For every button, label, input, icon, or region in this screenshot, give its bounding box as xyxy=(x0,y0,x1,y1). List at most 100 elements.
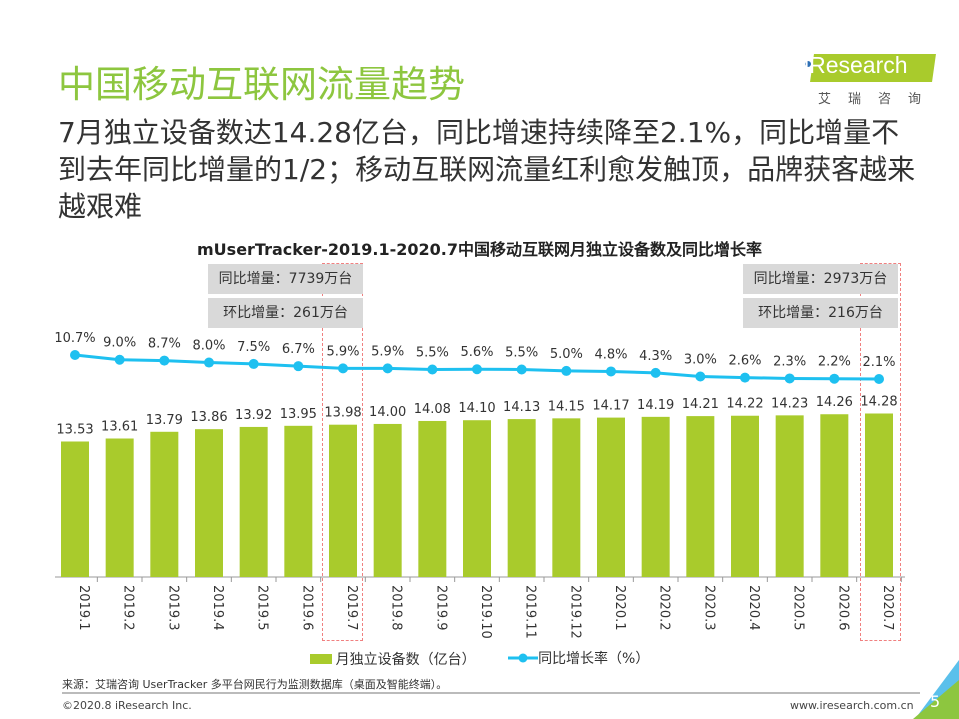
legend-label-bar: 月独立设备数（亿台） xyxy=(335,652,476,668)
bar xyxy=(284,425,313,577)
bar xyxy=(418,420,447,577)
growth-point xyxy=(561,365,572,376)
bar xyxy=(641,416,670,577)
line-value-label: 8.7% xyxy=(148,337,181,352)
bar-value-label: 14.21 xyxy=(682,397,719,412)
growth-point xyxy=(159,355,170,366)
bar-value-label: 13.79 xyxy=(146,413,183,428)
page-subtitle: 7月独立设备数达14.28亿台，同比增速持续降至2.1%，同比增量不到去年同比增… xyxy=(58,116,916,223)
corner-decoration xyxy=(913,660,959,719)
bar xyxy=(775,415,804,577)
legend-bar-swatch xyxy=(309,654,332,664)
page-title: 中国移动互联网流量趋势 xyxy=(58,63,465,106)
x-tick-label: 2019.11 xyxy=(523,585,538,639)
bar-value-label: 14.28 xyxy=(860,394,897,409)
bar xyxy=(820,414,849,577)
growth-point xyxy=(606,366,616,377)
bar-value-label: 13.86 xyxy=(190,410,227,425)
x-tick-label: 2019.7 xyxy=(344,585,359,631)
growth-point xyxy=(70,350,80,361)
x-tick-label: 2019.6 xyxy=(299,585,314,631)
growth-point xyxy=(740,372,750,383)
website-link[interactable]: www.iresearch.com.cn xyxy=(790,699,914,712)
growth-point xyxy=(248,358,259,369)
bar-value-label: 14.23 xyxy=(771,396,808,411)
line-value-label: 5.5% xyxy=(505,346,538,361)
growth-point xyxy=(472,364,482,375)
growth-point xyxy=(650,367,661,378)
legend-item-line: 同比增长率（%） xyxy=(508,648,649,668)
bar-value-label: 14.15 xyxy=(548,399,585,414)
bar xyxy=(686,416,715,577)
x-tick-label: 2020.2 xyxy=(657,585,672,631)
annotation-right-mom: 环比增量：216万台 xyxy=(743,298,898,328)
line-value-label: 4.8% xyxy=(594,347,627,362)
bar xyxy=(329,424,357,577)
line-value-label: 3.0% xyxy=(684,352,717,367)
bar-value-label: 14.00 xyxy=(369,405,406,420)
line-value-label: 2.3% xyxy=(773,354,806,369)
x-tick-label: 2020.1 xyxy=(612,585,627,631)
line-value-label: 5.5% xyxy=(416,346,449,361)
x-tick-label: 2019.4 xyxy=(210,585,225,631)
x-tick-label: 2019.10 xyxy=(478,585,493,639)
annotation-right-yoy: 同比增量：2973万台 xyxy=(743,264,898,294)
x-tick-label: 2019.9 xyxy=(433,585,448,631)
growth-point xyxy=(114,354,125,365)
bar-value-label: 14.08 xyxy=(414,402,451,417)
bar-value-label: 13.53 xyxy=(56,422,93,437)
legend-item-bar: 月独立设备数（亿台） xyxy=(309,649,476,669)
bar xyxy=(865,413,893,577)
bar xyxy=(150,431,179,577)
bar-value-label: 13.92 xyxy=(235,408,272,423)
bar-value-label: 13.95 xyxy=(280,407,317,422)
bar xyxy=(61,441,89,577)
legend-label-line: 同比增长率（%） xyxy=(538,651,650,667)
bar xyxy=(507,419,536,577)
source-note: 来源：艾瑞咨询 UserTracker 多平台网民行为监测数据库（桌面及智能终端… xyxy=(62,678,448,691)
line-value-label: 4.3% xyxy=(639,349,672,364)
line-value-label: 6.7% xyxy=(282,342,315,357)
legend: 月独立设备数（亿台） 同比增长率（%） xyxy=(0,648,959,669)
x-tick-label: 2019.8 xyxy=(389,585,404,631)
line-value-label: 10.7% xyxy=(54,331,95,346)
bar-value-label: 14.26 xyxy=(816,395,853,410)
x-tick-label: 2019.3 xyxy=(165,585,180,631)
legend-line-swatch xyxy=(508,653,539,663)
line-value-label: 8.0% xyxy=(192,339,225,354)
footer-divider xyxy=(62,692,920,694)
bar-value-label: 14.22 xyxy=(726,397,763,412)
growth-point xyxy=(293,361,304,372)
bar xyxy=(373,423,402,577)
growth-point xyxy=(427,364,438,375)
bar xyxy=(463,420,491,577)
bar xyxy=(731,415,759,577)
bar-value-label: 14.19 xyxy=(637,398,674,413)
iresearch-logo: iResearch 艾瑞咨询 xyxy=(792,50,952,110)
x-tick-label: 2020.3 xyxy=(701,585,716,631)
line-value-label: 5.6% xyxy=(460,345,493,360)
growth-point xyxy=(829,373,840,384)
bar xyxy=(105,438,134,577)
chart-title: mUserTracker-2019.1-2020.7中国移动互联网月独立设备数及… xyxy=(197,240,762,259)
line-value-label: 2.2% xyxy=(818,355,851,370)
growth-point xyxy=(204,357,214,368)
x-tick-label: 2019.2 xyxy=(121,585,136,631)
bar xyxy=(239,426,268,577)
bar-value-label: 14.13 xyxy=(503,400,540,415)
highlight-2020-7 xyxy=(860,263,901,641)
annotation-left-mom: 环比增量：261万台 xyxy=(208,298,363,328)
growth-point xyxy=(695,371,706,382)
bar-value-label: 14.17 xyxy=(592,399,629,414)
bar xyxy=(552,418,581,577)
bar xyxy=(195,429,223,577)
bar-value-label: 14.10 xyxy=(458,401,495,416)
growth-point xyxy=(784,373,795,384)
x-tick-label: 2020.4 xyxy=(746,585,761,631)
line-value-label: 7.5% xyxy=(237,340,270,355)
highlight-2019-7 xyxy=(322,263,363,641)
line-value-label: 9.0% xyxy=(103,336,136,351)
line-value-label: 5.0% xyxy=(550,347,583,362)
line-value-label: 2.1% xyxy=(862,355,895,370)
